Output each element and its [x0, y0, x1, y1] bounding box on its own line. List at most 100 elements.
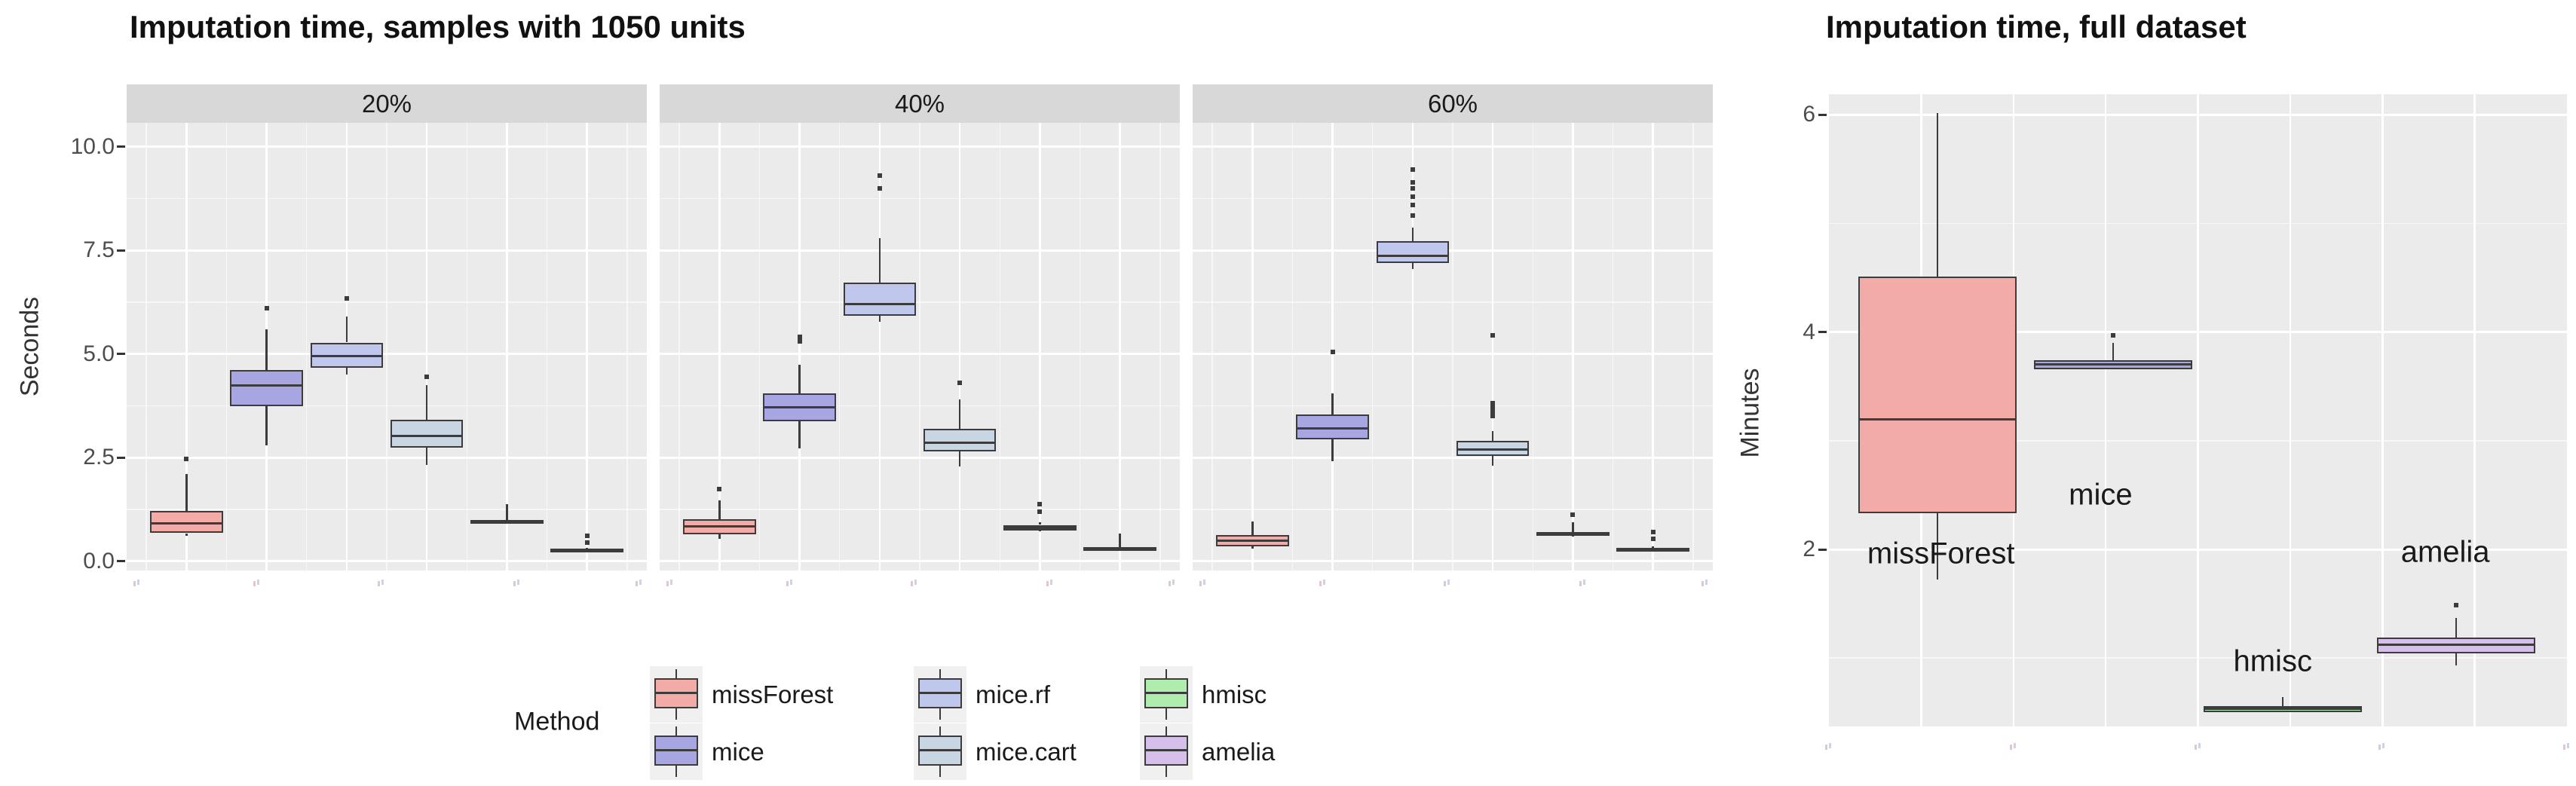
major-gridline-v [1119, 123, 1121, 570]
y-tick-mark [117, 353, 125, 356]
outlier-point [1037, 502, 1043, 506]
outlier-point [1490, 414, 1496, 419]
right-chart-title: Imputation time, full dataset [1826, 9, 2247, 44]
minor-gridline-v [1692, 123, 1694, 570]
legend-label-mice: mice [712, 738, 764, 766]
annotation-mice: mice [2069, 478, 2133, 512]
y-tick-mark [1818, 113, 1827, 116]
outlier-point [264, 306, 269, 311]
x-axis-tick-label [2377, 743, 2388, 750]
major-gridline-v [1039, 123, 1041, 570]
lower-whisker [798, 421, 801, 449]
outlier-point [877, 173, 882, 179]
legend-key-median [918, 692, 962, 694]
major-gridline-v [2197, 94, 2199, 726]
lower-whisker [1936, 513, 1939, 580]
lower-whisker [2455, 653, 2458, 666]
outlier-point [1490, 404, 1496, 409]
lower-whisker [878, 316, 881, 322]
outlier-point [1490, 411, 1496, 415]
outlier-point [1410, 213, 1415, 218]
annotation-amelia: amelia [2400, 535, 2490, 569]
lower-whisker [425, 447, 428, 466]
legend-key-hmisc [1140, 666, 1193, 723]
major-gridline-v [1251, 123, 1254, 570]
median-missForest [1858, 417, 2017, 421]
median-mice.rf [843, 303, 917, 306]
outlier-point [1650, 530, 1656, 535]
annotation-hmisc: hmisc [2233, 644, 2312, 677]
major-gridline-v [878, 123, 881, 570]
legend-key-median [654, 692, 698, 694]
upper-whisker [1119, 533, 1121, 548]
major-gridline-v [1331, 123, 1334, 570]
major-gridline-v [586, 123, 588, 570]
x-axis-tick-label [634, 580, 645, 586]
outlier-point [584, 533, 590, 538]
upper-whisker [1331, 393, 1334, 414]
y-tick-label: 2 [1803, 537, 1815, 562]
box-mice.cart [390, 419, 464, 448]
x-axis-tick-label [2193, 743, 2204, 750]
minor-gridline-v [225, 123, 228, 570]
outlier-point [1410, 185, 1415, 191]
upper-whisker [2281, 697, 2284, 706]
right-y-axis-title: Minutes [1735, 368, 1765, 458]
median-hmisc [1536, 533, 1610, 536]
lower-whisker [185, 533, 188, 536]
outlier-point [184, 456, 189, 461]
lower-whisker [1491, 455, 1494, 466]
upper-whisker [1411, 228, 1414, 242]
upper-whisker [1039, 521, 1041, 525]
x-axis-tick-label [1442, 580, 1453, 586]
minor-gridline-v [1532, 123, 1533, 570]
upper-whisker [506, 504, 508, 520]
major-gridline-v [1652, 123, 1654, 570]
facet-panel-20% [127, 123, 647, 570]
median-mice [2033, 363, 2193, 366]
box-missForest [150, 510, 223, 534]
upper-whisker [798, 364, 801, 394]
x-axis-tick-label [1578, 580, 1588, 586]
box-mice.rf [1376, 241, 1450, 263]
outlier-point [717, 486, 722, 491]
median-missForest [683, 525, 756, 528]
lower-whisker [1411, 262, 1414, 270]
minor-gridline-v [386, 123, 387, 570]
x-axis-tick-label [909, 580, 920, 586]
outlier-point [1330, 350, 1335, 355]
median-hmisc [1003, 527, 1077, 530]
minor-gridline-v [678, 123, 680, 570]
x-axis-tick-label [2008, 743, 2019, 750]
median-missForest [1216, 539, 1289, 542]
upper-whisker [265, 329, 268, 370]
y-tick-mark [117, 145, 125, 148]
annotation-missForest: missForest [1867, 537, 2015, 570]
legend-key-median [918, 749, 962, 751]
x-axis-tick-label [1167, 580, 1178, 586]
upper-whisker [958, 399, 961, 429]
median-hmisc [470, 521, 544, 524]
x-axis-tick-label [376, 580, 387, 586]
median-mice [763, 405, 836, 408]
lower-whisker [958, 451, 961, 467]
minor-gridline-v [758, 123, 761, 570]
outlier-point [1570, 512, 1576, 518]
x-axis-tick-label [1700, 580, 1711, 586]
facet-strip-label: 20% [361, 89, 412, 118]
minor-gridline-v [1291, 123, 1294, 570]
y-tick-mark [1818, 331, 1827, 334]
outlier-point [584, 540, 590, 546]
minor-gridline-v [1211, 123, 1213, 570]
median-amelia [1083, 547, 1156, 550]
box-mice [230, 369, 303, 406]
facet-panel-40% [660, 123, 1180, 570]
major-gridline-v [2381, 94, 2384, 726]
lower-whisker [265, 405, 268, 445]
y-tick-label: 7.5 [83, 237, 115, 263]
y-tick-label: 10.0 [70, 133, 115, 159]
facet-strip-label: 60% [1427, 89, 1478, 118]
y-tick-mark [117, 560, 125, 563]
x-axis-tick-label [1318, 580, 1328, 586]
